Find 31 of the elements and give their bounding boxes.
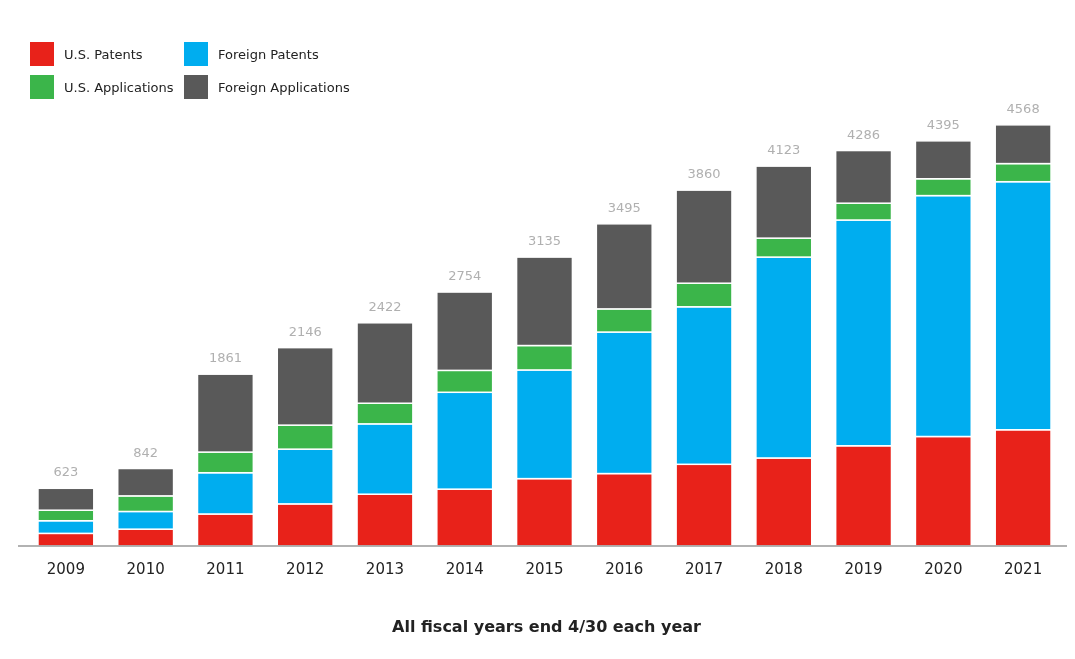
x-tick-label: 2018 <box>764 560 803 578</box>
x-tick-label: 2011 <box>206 560 245 578</box>
x-tick-label: 2009 <box>46 560 85 578</box>
annotation: 623 <box>53 464 79 480</box>
legend-label: U.S. Patents <box>64 47 143 62</box>
x-tick-label: 2020 <box>924 560 963 578</box>
x-tick-label: 2013 <box>365 560 405 578</box>
annotation: 4395 <box>926 116 960 132</box>
annotation: 2422 <box>368 298 402 314</box>
annotation: 4123 <box>767 142 801 158</box>
x-tick-label: 2015 <box>525 560 564 578</box>
annotation: 3860 <box>687 166 721 182</box>
x-tick-label: 2021 <box>1004 560 1043 578</box>
annotation: 3135 <box>527 233 562 249</box>
legend-label: Foreign Applications <box>218 80 350 95</box>
legend-label: U.S. Applications <box>64 80 174 95</box>
x-tick-label: 2010 <box>126 560 165 578</box>
annotation: 4286 <box>847 126 881 142</box>
annotation: 3495 <box>607 199 641 215</box>
x-tick-label: 2016 <box>605 560 644 578</box>
x-axis-title: All fiscal years end 4/30 each year <box>392 617 702 636</box>
x-tick-label: 2012 <box>286 560 325 578</box>
annotation: 1861 <box>208 350 242 366</box>
annotation: 2146 <box>288 323 322 339</box>
x-tick-label: 2014 <box>445 560 484 578</box>
annotation: 842 <box>133 444 159 460</box>
annotation: 4568 <box>1006 100 1040 116</box>
annotation: 2754 <box>448 268 482 284</box>
legend-label: Foreign Patents <box>218 47 319 62</box>
x-tick-label: 2019 <box>844 560 883 578</box>
x-tick-label: 2017 <box>684 560 724 578</box>
